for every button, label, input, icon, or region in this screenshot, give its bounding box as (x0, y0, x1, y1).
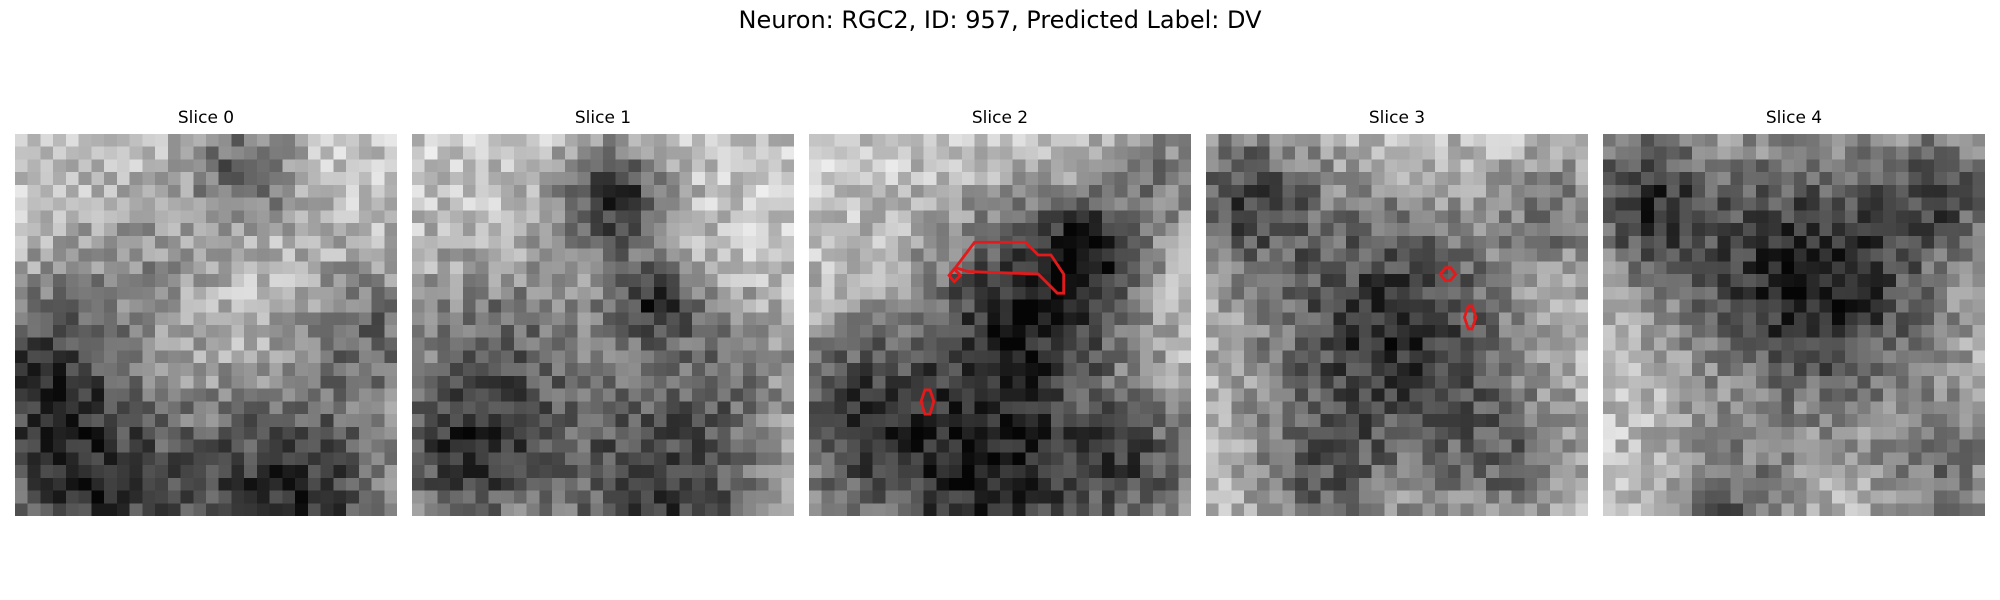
segmentation-contour (953, 240, 1066, 295)
figure-title: Neuron: RGC2, ID: 957, Predicted Label: … (738, 6, 1262, 34)
slice-title: Slice 0 (177, 108, 235, 128)
segmentation-contour (1438, 266, 1458, 282)
slice-image (809, 134, 1191, 516)
slice-title: Slice 3 (1368, 108, 1426, 128)
slice-image (1206, 134, 1588, 516)
segmentation-contour (947, 266, 963, 284)
slice-image (412, 134, 794, 516)
segmentation-contour (1463, 304, 1478, 331)
slice-title: Slice 4 (1765, 108, 1823, 128)
slice-title: Slice 2 (971, 108, 1029, 128)
segmentation-contour (919, 388, 936, 416)
slice-image (1603, 134, 1985, 516)
slice-title: Slice 1 (574, 108, 632, 128)
slice-image (15, 134, 397, 516)
